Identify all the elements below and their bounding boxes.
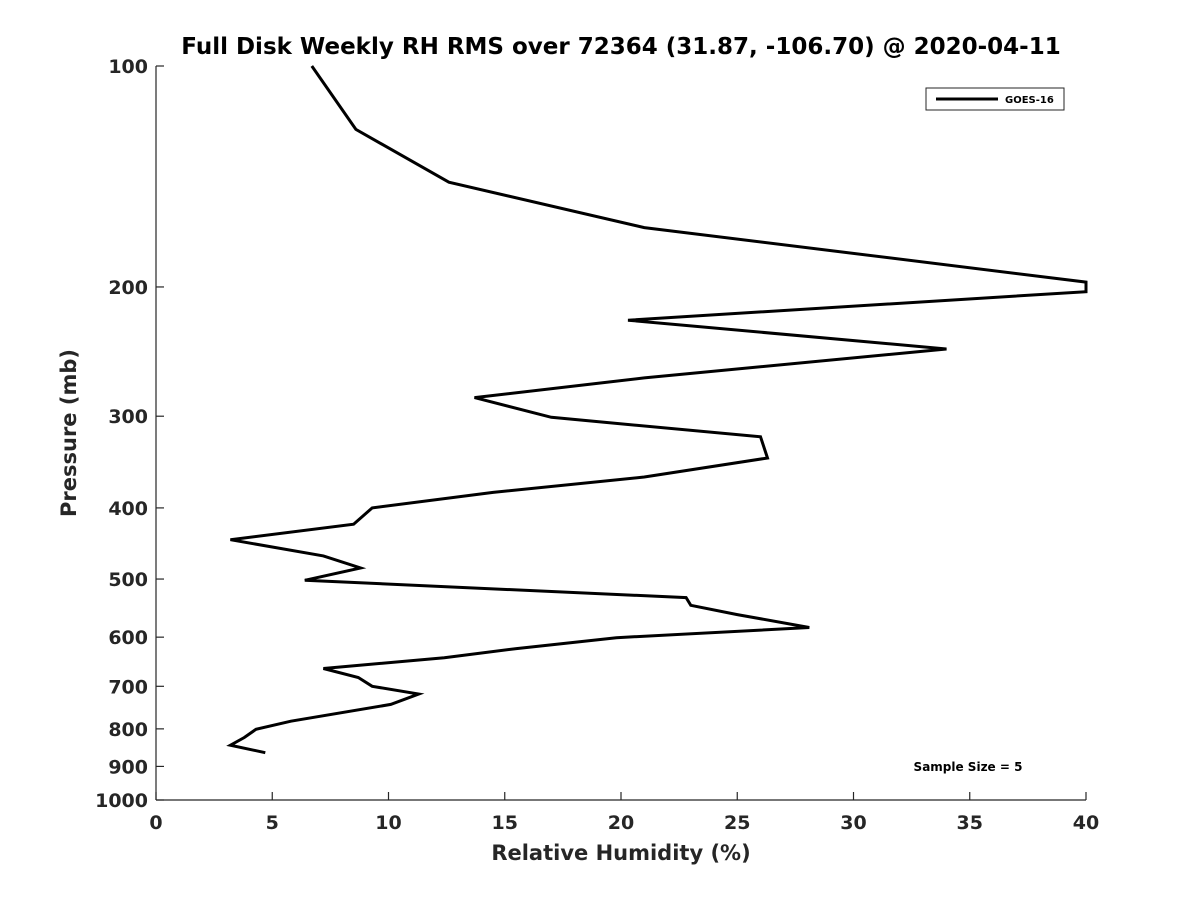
- x-tick-label: 5: [266, 812, 279, 834]
- y-axis-label: Pressure (mb): [57, 349, 81, 517]
- x-tick-label: 35: [957, 812, 983, 834]
- y-tick-label: 700: [108, 676, 148, 698]
- legend-label-goes-16: GOES-16: [1005, 95, 1054, 106]
- series-layer: [226, 65, 1088, 755]
- y-tick-label: 600: [108, 627, 148, 649]
- x-tick-label: 30: [840, 812, 866, 834]
- x-axis-label: Relative Humidity (%): [491, 841, 750, 865]
- series-line-goes-16: [226, 65, 1088, 755]
- x-tick-label: 0: [149, 812, 162, 834]
- x-tick-label: 40: [1073, 812, 1099, 834]
- x-tick-label: 15: [492, 812, 518, 834]
- y-tick-label: 200: [108, 277, 148, 299]
- legend: GOES-16: [925, 87, 1065, 111]
- x-axis-ticks: 0 5 10 15 20 25 30 35 40: [149, 792, 1099, 834]
- y-tick-label: 1000: [95, 790, 148, 812]
- y-tick-label: 500: [108, 569, 148, 591]
- y-axis-ticks: 100 200 300 400 500 600 700 800 900 1000: [95, 56, 164, 812]
- y-tick-label: 900: [108, 756, 148, 778]
- sample-size-annotation: Sample Size = 5: [914, 760, 1023, 774]
- chart-title: Full Disk Weekly RH RMS over 72364 (31.8…: [181, 34, 1060, 60]
- y-tick-label: 100: [108, 56, 148, 78]
- x-tick-label: 25: [724, 812, 750, 834]
- x-tick-label: 10: [375, 812, 401, 834]
- y-tick-label: 800: [108, 719, 148, 741]
- y-tick-label: 300: [108, 406, 148, 428]
- x-tick-label: 20: [608, 812, 634, 834]
- plot-area: 0 5 10 15 20 25 30 35 40 100 200 300 400 500 600 700 80…: [95, 56, 1099, 834]
- y-tick-label: 400: [108, 498, 148, 520]
